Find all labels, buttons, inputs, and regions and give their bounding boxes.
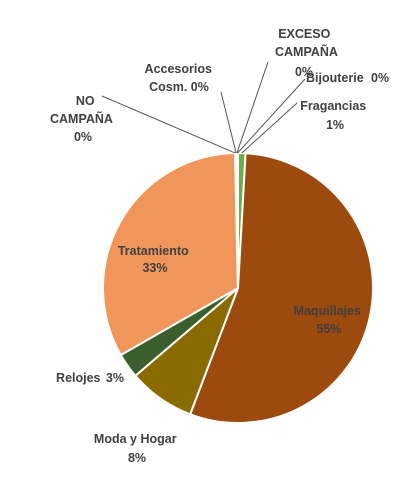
leader-line-accesorios [220, 91, 237, 154]
svg-text:EXCESO CAMPAÑA 0%: EXCESO CAMPAÑA 0% [275, 27, 341, 79]
slice-label-maquillajes-name: Maquillajes [294, 304, 361, 318]
pie-slice-maquillajes [188, 152, 374, 424]
slice-label-tratamiento-value: 33% [142, 261, 167, 275]
slice-label-no-campana-value: 0% [74, 130, 92, 144]
svg-text:Moda y Hogar 8%: Moda y Hogar 8% [94, 432, 180, 465]
slice-label-moda-name: Moda y Hogar [94, 432, 177, 446]
leader-lines [101, 61, 306, 154]
slice-label-accesorios-name-1: Accesorios [145, 62, 212, 76]
pie-slice-bijouterie [236, 151, 239, 289]
slice-label-maquillajes-value: 55% [316, 322, 341, 336]
slice-label-exceso-name-1: EXCESO [278, 27, 330, 41]
slice-label-exceso-name-2: CAMPAÑA [275, 44, 338, 59]
svg-text:Fragancias 1%: Fragancias 1% [300, 99, 370, 132]
pie-slices [102, 151, 374, 424]
slice-label-no-campana-name-1: NO [76, 94, 95, 108]
svg-text:Bijouterie 0%: Bijouterie 0% [306, 71, 389, 85]
slice-label-fragancias-value: 1% [326, 118, 344, 132]
leader-line-exceso [236, 61, 269, 154]
leader-line-no-campana [101, 95, 236, 154]
svg-text:Maquillajes 55%: Maquillajes 55% [294, 304, 365, 336]
slice-label-relojes-name: Relojes [56, 371, 101, 385]
slice-label-fragancias-name: Fragancias [300, 99, 366, 113]
leader-line-bijouterie [237, 78, 306, 154]
leader-line-fragancias [241, 102, 298, 154]
svg-text:NO CAMPAÑA 0%: NO CAMPAÑA 0% [50, 94, 116, 144]
pie-slice-tratamiento [102, 152, 240, 357]
slice-label-accesorios-value: 0% [191, 80, 209, 94]
slice-label-bijouterie-value: 0% [371, 71, 389, 85]
slice-label-relojes-value: 3% [106, 371, 124, 385]
slice-label-accesorios-name-2: Cosm. 0% [149, 80, 209, 94]
slice-label-bijouterie-name: Bijouterie [306, 71, 364, 85]
slice-label-moda-value: 8% [128, 451, 146, 465]
svg-text:Accesorios Cosm. 0%: Accesorios Cosm. 0% [145, 62, 216, 94]
svg-text:Tratamiento 33%: Tratamiento 33% [118, 244, 192, 275]
slice-label-exceso-value: 0% [295, 65, 313, 79]
slice-label-tratamiento-name: Tratamiento [118, 244, 189, 258]
slice-label-no-campana-name-2: CAMPAÑA [50, 111, 113, 126]
svg-text:Relojes 3%: Relojes 3% [56, 371, 124, 385]
